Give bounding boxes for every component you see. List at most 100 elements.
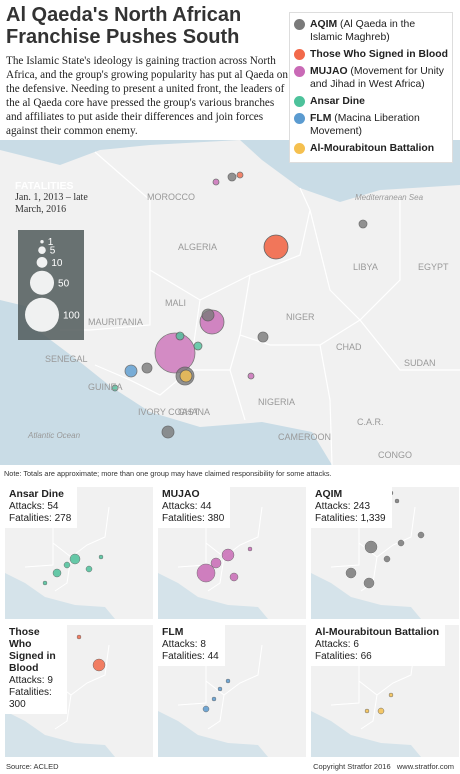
fatalities-label: Fatalities:: [162, 651, 205, 662]
place-label: GHANA: [178, 407, 210, 417]
panel-group: MUJAO: [162, 489, 200, 500]
attacks: Attacks: 243: [315, 501, 386, 513]
attacks-label: Attacks:: [162, 639, 198, 650]
attacks: Attacks: 6: [315, 639, 439, 651]
panel-group: AQIM: [315, 489, 343, 500]
event-bubbles: [111, 171, 368, 439]
attacks-label: Attacks:: [315, 501, 351, 512]
fatalities: Fatalities: 1,339: [315, 513, 386, 525]
attacks-value: 9: [47, 675, 53, 686]
panel-bubble: [85, 565, 93, 573]
panel: MUJAO Attacks: 44 Fatalities: 380: [158, 487, 306, 619]
fatalities-value: 278: [54, 513, 72, 524]
note: Note: Totals are approximate; more than …: [4, 469, 332, 478]
panel-bubble: [69, 553, 81, 565]
fatalities-label: Fatalities:: [315, 651, 358, 662]
attacks: Attacks: 9: [9, 675, 61, 687]
panel-bubble: [229, 572, 239, 582]
panel-text: Ansar Dine Attacks: 54 Fatalities: 278: [5, 487, 78, 528]
size-label: 100: [63, 310, 80, 321]
panel-text: Al-Mourabitoun Battalion Attacks: 6 Fatali…: [311, 625, 446, 666]
panel-group: Ansar Dine: [9, 489, 64, 500]
panel-bubble: [247, 546, 253, 552]
attacks-label: Attacks:: [9, 501, 45, 512]
panel-bubble: [217, 686, 223, 692]
borders: [60, 151, 460, 465]
legend-name: FLM: [310, 113, 332, 124]
fatalities-label: Fatalities:: [9, 687, 52, 698]
panel: FLM Attacks: 8 Fatalities: 44: [158, 625, 306, 757]
panel-bubble: [52, 568, 62, 578]
place-label: MAURITANIA: [88, 317, 143, 327]
legend-name: Ansar Dine: [310, 96, 365, 107]
legend-swatch: [294, 19, 305, 30]
size-label: 5: [50, 246, 56, 257]
panel-text: Those Who Signed in Blood Attacks: 9 Fatal…: [5, 625, 67, 714]
fatalities-value: 1,339: [360, 513, 386, 524]
place-label: C.A.R.: [357, 417, 384, 427]
panel-bubble: [42, 580, 48, 586]
attacks-value: 44: [200, 501, 212, 512]
fatalities: Fatalities: 300: [9, 687, 61, 711]
panel-bubble: [210, 557, 222, 569]
place-label: Mediterranean Sea: [355, 193, 424, 202]
copyright: Copyright Stratfor 2016 www.stratfor.com: [313, 762, 454, 771]
legend-text: Those Who Signed in Blood: [310, 48, 448, 61]
legend-swatch: [294, 66, 305, 77]
panel-bubble: [225, 678, 231, 684]
legend-item: MUJAO (Movement for Unity and Jihad in W…: [292, 65, 450, 91]
size-legend: FATALITIES Jan. 1, 2013 – late March, 20…: [15, 180, 89, 340]
legend-name: AQIM: [310, 19, 338, 30]
panel-bubble: [76, 634, 82, 640]
legend-text: MUJAO (Movement for Unity and Jihad in W…: [310, 65, 450, 91]
legend-item: Al-Mourabitoun Battalion: [292, 142, 450, 155]
intro: The Islamic State's ideology is gaining …: [6, 55, 288, 137]
panel-text: MUJAO Attacks: 44 Fatalities: 380: [158, 487, 231, 528]
panel-bubble: [397, 539, 405, 547]
size-legend-title: FATALITIES: [15, 180, 74, 192]
size-circle: [25, 297, 59, 332]
map: MOROCCO Mediterranean Sea ALGERIA LIBYA EGYP…: [0, 140, 460, 465]
panel-bubble: [63, 561, 71, 569]
group-legend: AQIM (Al Qaeda in the Islamic Maghreb) Th…: [289, 12, 453, 163]
panel: Those Who Signed in Blood Attacks: 9 Fatal…: [5, 625, 153, 757]
fatalities-label: Fatalities:: [162, 513, 205, 524]
place-label: SUDAN: [404, 358, 436, 368]
fatalities: Fatalities: 380: [162, 513, 224, 525]
place-label: LIBYA: [353, 262, 378, 272]
size-label: 50: [58, 278, 70, 289]
url: www.stratfor.com: [396, 762, 454, 771]
attacks-value: 6: [353, 639, 359, 650]
attacks-label: Attacks:: [9, 675, 45, 686]
legend-name: Those Who Signed in Blood: [310, 49, 448, 60]
panel-bubble: [394, 498, 400, 504]
panel-bubble: [211, 696, 217, 702]
panel-bubble: [364, 708, 370, 714]
panel: Al-Mourabitoun Battalion Attacks: 6 Fatali…: [311, 625, 459, 757]
title: Al Qaeda's North African Franchise Pushe…: [6, 4, 242, 48]
panel: Ansar Dine Attacks: 54 Fatalities: 278: [5, 487, 153, 619]
copyright-text: Copyright Stratfor 2016: [313, 762, 391, 771]
fatalities-label: Fatalities:: [315, 513, 358, 524]
panel: AQIM Attacks: 243 Fatalities: 1,339: [311, 487, 459, 619]
size-label: 1: [48, 237, 54, 248]
legend-text: AQIM (Al Qaeda in the Islamic Maghreb): [310, 18, 450, 44]
panel-bubble: [377, 707, 385, 715]
source: Source: ACLED: [6, 762, 59, 771]
fatalities: Fatalities: 66: [315, 651, 439, 663]
place-label: GUINEA: [88, 382, 123, 392]
panel-bubble: [388, 692, 394, 698]
legend-item: Ansar Dine: [292, 95, 450, 108]
legend-name: Al-Mourabitoun Battalion: [310, 143, 435, 154]
fatalities: Fatalities: 278: [9, 513, 71, 525]
size-label: 10: [51, 258, 63, 269]
attacks-value: 8: [200, 639, 206, 650]
size-circle: [29, 270, 55, 295]
panel-bubble: [383, 555, 391, 563]
attacks: Attacks: 54: [9, 501, 71, 513]
fatalities: Fatalities: 44: [162, 651, 219, 663]
legend-swatch: [294, 143, 305, 154]
legend-detail: (Movement for Unity and Jihad in West Af…: [310, 66, 444, 90]
